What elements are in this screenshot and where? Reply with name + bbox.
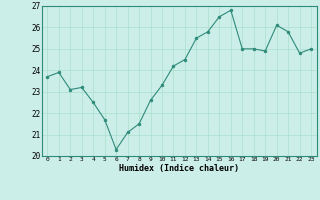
X-axis label: Humidex (Indice chaleur): Humidex (Indice chaleur) [119, 164, 239, 173]
